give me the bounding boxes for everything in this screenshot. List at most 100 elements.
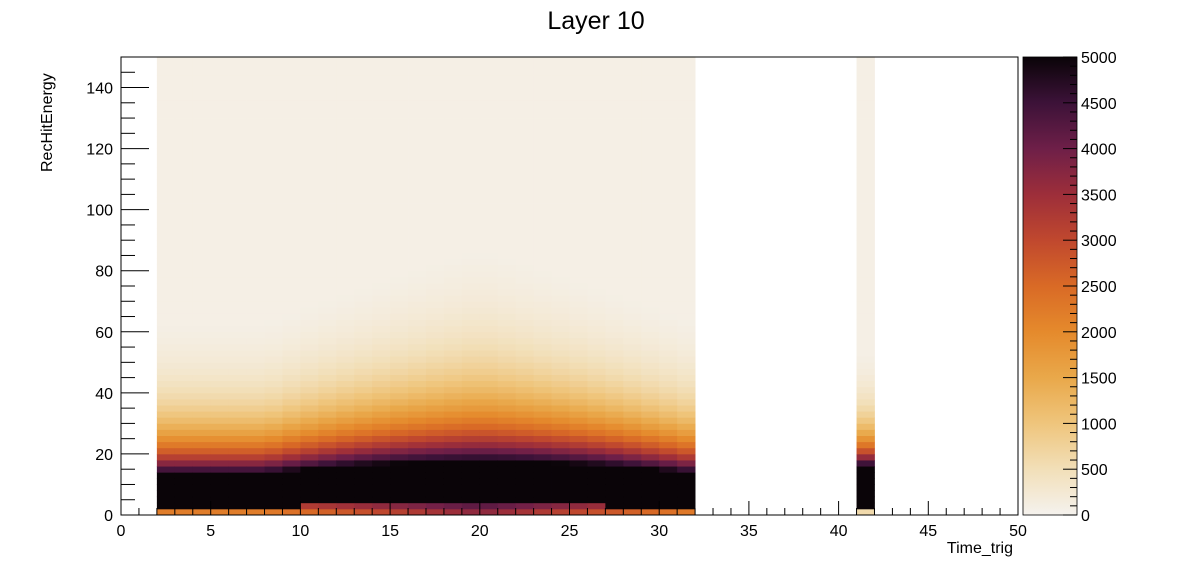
heatmap-cell [264, 209, 283, 217]
heatmap-cell [264, 215, 283, 223]
heatmap-cell [659, 460, 678, 467]
heatmap-cell [425, 386, 445, 394]
heatmap-cell [156, 197, 176, 204]
heatmap-cell [228, 191, 247, 198]
heatmap-cell [354, 179, 373, 186]
heatmap-cell [677, 118, 696, 125]
heatmap-cell [479, 447, 499, 455]
heatmap-cell [533, 282, 552, 290]
heatmap-cell [228, 57, 247, 64]
heatmap-cell [461, 142, 481, 149]
heatmap-cell [856, 234, 875, 241]
heatmap-cell [677, 435, 696, 443]
heatmap-cell [515, 276, 535, 284]
x-axis: 0 5 10 15 20 25 30 35 40 45 50 [117, 501, 1027, 540]
heatmap-cell [174, 472, 194, 479]
heatmap-cell [336, 154, 355, 162]
heatmap-cell [497, 344, 517, 351]
heatmap-cell [641, 130, 660, 137]
heatmap-cell [425, 81, 445, 88]
heatmap-cell [372, 295, 391, 302]
heatmap-cell [336, 331, 355, 339]
heatmap-cell [659, 337, 678, 345]
heatmap-cell [515, 319, 535, 327]
heatmap-cell [210, 350, 230, 357]
heatmap-cell [408, 166, 427, 174]
heatmap-cell [856, 398, 875, 406]
heatmap-cell [336, 105, 355, 113]
heatmap-cell [354, 301, 373, 308]
heatmap-cell [354, 417, 373, 424]
heatmap-cell [533, 197, 552, 204]
heatmap-cell [390, 118, 409, 125]
heatmap-cell [659, 160, 678, 168]
heatmap-cell [856, 429, 875, 437]
heatmap-cell [408, 344, 427, 351]
heatmap-cell [605, 234, 624, 241]
heatmap-cell [192, 380, 212, 388]
heatmap-cell [210, 502, 230, 510]
heatmap-cell [551, 246, 570, 253]
heatmap-cell [551, 423, 570, 430]
heatmap-cell [228, 441, 247, 449]
heatmap-cell [533, 118, 552, 125]
heatmap-cell [856, 93, 875, 101]
heatmap-cell [623, 276, 642, 284]
heatmap-cell [533, 325, 552, 333]
heatmap-cell [336, 234, 355, 241]
heatmap-cell [497, 313, 517, 320]
heatmap-cell [174, 423, 194, 430]
heatmap-cell [497, 179, 517, 186]
heatmap-cell [497, 148, 517, 156]
heatmap-cell [354, 130, 373, 137]
heatmap-cell [551, 368, 570, 375]
heatmap-cell [174, 356, 194, 363]
heatmap-cell [533, 166, 552, 174]
heatmap-cell [587, 356, 606, 363]
heatmap-cell [479, 337, 499, 345]
heatmap-cell [443, 221, 463, 229]
heatmap-cell [282, 301, 301, 308]
heatmap-cell [587, 362, 606, 369]
heatmap-cell [264, 148, 283, 156]
heatmap-cell [390, 264, 409, 272]
heatmap-cell [587, 276, 606, 284]
heatmap-cell [587, 466, 606, 473]
heatmap-cell [372, 63, 391, 70]
heatmap-cell [192, 350, 212, 357]
heatmap-cell [641, 496, 660, 504]
heatmap-cell [174, 191, 194, 198]
heatmap-cell [300, 466, 319, 473]
heatmap-cell [282, 160, 301, 168]
heatmap-cell [246, 209, 265, 217]
heatmap-cell [318, 460, 337, 467]
heatmap-cell [425, 258, 445, 266]
heatmap-cell [246, 221, 265, 229]
heatmap-cell [228, 111, 247, 119]
heatmap-cell [479, 411, 499, 418]
heatmap-cell [515, 472, 535, 479]
heatmap-cell [677, 191, 696, 198]
heatmap-cell [479, 142, 499, 149]
heatmap-cell [533, 173, 552, 180]
heatmap-cell [461, 429, 481, 437]
heatmap-cell [425, 453, 445, 461]
heatmap-cell [336, 81, 355, 88]
heatmap-cell [156, 398, 176, 406]
heatmap-cell [443, 295, 463, 302]
heatmap-cell [156, 179, 176, 186]
heatmap-cell [282, 185, 301, 192]
heatmap-cell [659, 69, 678, 76]
heatmap-cell [390, 484, 409, 491]
heatmap-cell [623, 57, 642, 64]
heatmap-cell [192, 429, 212, 437]
heatmap-cell [856, 472, 875, 479]
heatmap-cell [210, 185, 230, 192]
heatmap-cell [551, 356, 570, 363]
heatmap-cell [461, 484, 481, 491]
heatmap-cell [210, 380, 230, 388]
heatmap-cell [587, 337, 606, 345]
heatmap-cell [318, 203, 337, 211]
z-tick-label: 3500 [1081, 187, 1117, 204]
heatmap-cell [282, 118, 301, 125]
